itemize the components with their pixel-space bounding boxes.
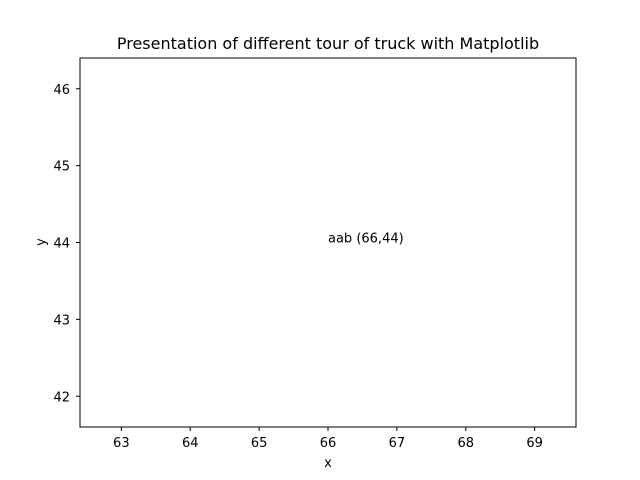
- axes-frame: [79, 57, 577, 428]
- y-axis-ticks: 42 43 44 45 46: [53, 83, 80, 405]
- point-annotation: aab (66,44): [328, 232, 404, 247]
- chart-title: Presentation of different tour of truck …: [117, 34, 539, 53]
- y-tick-label: 45: [53, 160, 70, 175]
- plot-area: [79, 57, 577, 428]
- x-tick-label: 65: [251, 436, 268, 451]
- x-axis-ticks: 63 64 65 66 67 68 69: [113, 427, 543, 451]
- x-axis-label: x: [324, 456, 332, 471]
- y-axis-label: y: [34, 238, 49, 246]
- y-tick-label: 44: [53, 237, 70, 252]
- x-tick-label: 63: [113, 436, 130, 451]
- x-tick-label: 68: [458, 436, 475, 451]
- x-tick-label: 66: [320, 436, 337, 451]
- y-tick-label: 46: [53, 83, 70, 98]
- x-tick-label: 67: [389, 436, 406, 451]
- y-tick-label: 43: [53, 313, 70, 328]
- y-tick-label: 42: [53, 390, 70, 405]
- annotations: aab (66,44): [328, 232, 404, 247]
- x-tick-label: 69: [526, 436, 543, 451]
- x-tick-label: 64: [182, 436, 199, 451]
